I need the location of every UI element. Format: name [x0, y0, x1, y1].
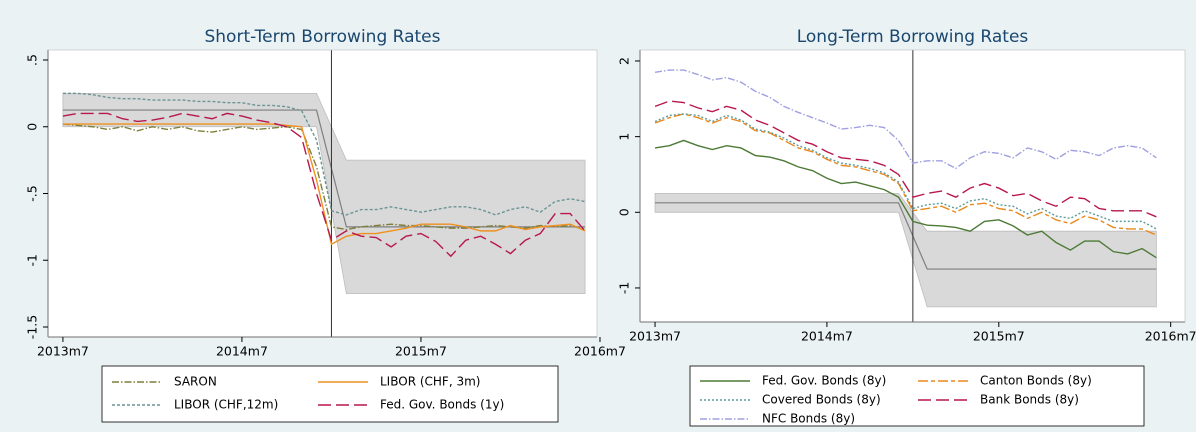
series-line: [654, 139, 1157, 259]
legend-label: NFC Bonds (8y): [762, 412, 855, 426]
chart-title: Short-Term Borrowing Rates: [204, 27, 440, 47]
series-line: [62, 112, 586, 258]
legend-box: [101, 365, 559, 423]
y-tick-label: 0: [25, 123, 40, 131]
target-band: [654, 192, 1157, 308]
legend-box: [689, 365, 1145, 427]
series-line: [62, 123, 586, 246]
series-line: [62, 123, 586, 231]
series-line: [654, 113, 1157, 230]
x-tick-label: 2014m7: [216, 344, 268, 359]
series-line: [654, 69, 1157, 170]
y-tick-label: 2: [617, 57, 632, 65]
x-tick-label: 2016m7: [574, 344, 626, 359]
series-line: [654, 113, 1157, 236]
y-tick-label: -1: [617, 282, 632, 294]
x-tick-label: 2015m7: [973, 329, 1025, 344]
y-tick-label: -1.5: [25, 315, 40, 339]
legend-label: Fed. Gov. Bonds (1y): [380, 398, 504, 412]
y-tick-label: 0: [617, 208, 632, 216]
target-band: [62, 92, 586, 295]
legend-label: SARON: [174, 375, 217, 389]
legend-label: Fed. Gov. Bonds (8y): [762, 374, 886, 388]
legend-label: LIBOR (CHF, 3m): [380, 375, 480, 389]
series-line: [62, 92, 586, 216]
legend-label: Covered Bonds (8y): [762, 393, 881, 407]
x-tick-label: 2014m7: [801, 329, 853, 344]
chart-title: Long-Term Borrowing Rates: [797, 27, 1029, 47]
legend-label: Canton Bonds (8y): [980, 374, 1092, 388]
legend-label: LIBOR (CHF,12m): [174, 398, 278, 412]
x-tick-label: 2013m7: [629, 329, 681, 344]
y-tick-label: 1: [617, 133, 632, 141]
x-tick-label: 2015m7: [395, 344, 447, 359]
x-tick-label: 2016m7: [1145, 329, 1196, 344]
x-tick-label: 2013m7: [37, 344, 89, 359]
y-tick-label: -1: [25, 254, 40, 266]
legend-label: Bank Bonds (8y): [980, 393, 1079, 407]
y-tick-label: .5: [25, 54, 40, 66]
y-tick-label: -.5: [25, 185, 40, 201]
series-line: [654, 100, 1157, 218]
plot-frame: [639, 49, 1186, 323]
